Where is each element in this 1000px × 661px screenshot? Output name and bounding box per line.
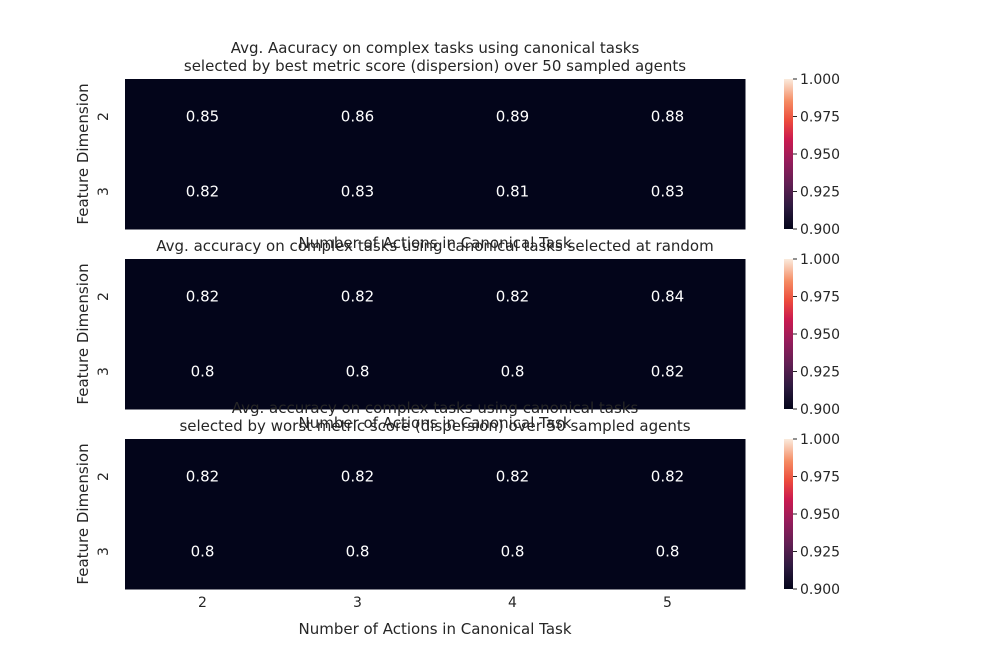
y-tick-label: 3	[96, 187, 112, 196]
cell-value-label: 0.85	[186, 108, 219, 126]
y-axis-label: Feature Dimension	[74, 83, 92, 224]
cell-value-label: 0.82	[186, 183, 219, 201]
x-tick-label: 3	[353, 595, 362, 611]
heatmap-cell	[125, 79, 281, 155]
cell-value-label: 0.82	[651, 363, 684, 381]
heatmap-cell	[590, 154, 746, 230]
colorbar-tick-label: 1.000	[800, 72, 840, 88]
y-axis-label: Feature Dimension	[74, 443, 92, 584]
x-tick-label: 5	[663, 595, 672, 611]
cell-value-label: 0.8	[501, 543, 525, 561]
heatmap-cell	[435, 79, 591, 155]
cell-value-label: 0.83	[341, 183, 374, 201]
colorbar-tick-label: 0.950	[800, 507, 840, 523]
heatmap-cell	[280, 79, 436, 155]
heatmap-cell	[280, 334, 436, 410]
cell-value-label: 0.82	[496, 468, 529, 486]
colorbar-tick-label: 0.900	[800, 582, 840, 598]
colorbar-tick-label: 1.000	[800, 252, 840, 268]
y-tick-label: 2	[96, 292, 112, 301]
cell-value-label: 0.82	[496, 288, 529, 306]
heatmap-cell	[590, 259, 746, 335]
y-tick-label: 3	[96, 547, 112, 556]
colorbar-tick-label: 0.975	[800, 470, 840, 486]
heatmap-cell	[125, 334, 281, 410]
colorbar-tick-label: 0.900	[800, 402, 840, 418]
heatmap-cell	[280, 154, 436, 230]
heatmap-cell	[435, 334, 591, 410]
heatmap-cell	[590, 334, 746, 410]
cell-value-label: 0.8	[346, 363, 370, 381]
colorbar	[784, 259, 793, 409]
colorbar-tick-label: 0.975	[800, 290, 840, 306]
heatmap-cell	[125, 439, 281, 515]
chart-title: selected by worst metric score (dispersi…	[179, 417, 690, 435]
cell-value-label: 0.8	[346, 543, 370, 561]
heatmap-cell	[280, 514, 436, 590]
x-tick-label: 2	[198, 595, 207, 611]
colorbar-tick-label: 0.950	[800, 327, 840, 343]
colorbar-tick-label: 0.975	[800, 110, 840, 126]
cell-value-label: 0.82	[341, 468, 374, 486]
chart-title: Avg. accuracy on complex tasks using can…	[156, 237, 713, 255]
y-tick-label: 2	[96, 472, 112, 481]
cell-value-label: 0.82	[651, 468, 684, 486]
heatmap-cell	[280, 259, 436, 335]
colorbar-tick-label: 0.925	[800, 185, 840, 201]
heatmap-cell	[125, 154, 281, 230]
y-tick-label: 3	[96, 367, 112, 376]
heatmap-cell	[435, 439, 591, 515]
heatmap-cell	[125, 514, 281, 590]
x-axis-label: Number of Actions in Canonical Task	[298, 414, 571, 432]
chart-title: Avg. Aacuracy on complex tasks using can…	[231, 39, 640, 57]
cell-value-label: 0.82	[186, 288, 219, 306]
heatmap-cell	[125, 259, 281, 335]
x-axis-label: Number of Actions in Canonical Task	[298, 620, 571, 638]
colorbar-tick-label: 0.925	[800, 365, 840, 381]
cell-value-label: 0.82	[186, 468, 219, 486]
y-tick-label: 2	[96, 112, 112, 121]
cell-value-label: 0.83	[651, 183, 684, 201]
cell-value-label: 0.88	[651, 108, 684, 126]
cell-value-label: 0.81	[496, 183, 529, 201]
colorbar-tick-label: 1.000	[800, 432, 840, 448]
cell-value-label: 0.82	[341, 288, 374, 306]
colorbar-tick-label: 0.900	[800, 222, 840, 238]
y-axis-label: Feature Dimension	[74, 263, 92, 404]
heatmap-cell	[590, 514, 746, 590]
chart-title: selected by best metric score (dispersio…	[184, 57, 686, 75]
colorbar	[784, 79, 793, 229]
x-tick-label: 4	[508, 595, 517, 611]
cell-value-label: 0.8	[191, 543, 215, 561]
cell-value-label: 0.84	[651, 288, 684, 306]
colorbar-tick-label: 0.950	[800, 147, 840, 163]
heatmap-cell	[435, 514, 591, 590]
heatmap-cell	[435, 259, 591, 335]
cell-value-label: 0.89	[496, 108, 529, 126]
cell-value-label: 0.8	[656, 543, 680, 561]
colorbar-tick-label: 0.925	[800, 545, 840, 561]
cell-value-label: 0.8	[501, 363, 525, 381]
heatmap-cell	[280, 439, 436, 515]
cell-value-label: 0.86	[341, 108, 374, 126]
x-axis-label: Number of Actions in Canonical Task	[298, 234, 571, 252]
heatmap-cell	[590, 79, 746, 155]
heatmap-cell	[435, 154, 591, 230]
cell-value-label: 0.8	[191, 363, 215, 381]
chart-title: Avg. accuracy on complex tasks using can…	[232, 399, 639, 417]
heatmap-cell	[590, 439, 746, 515]
colorbar	[784, 439, 793, 589]
